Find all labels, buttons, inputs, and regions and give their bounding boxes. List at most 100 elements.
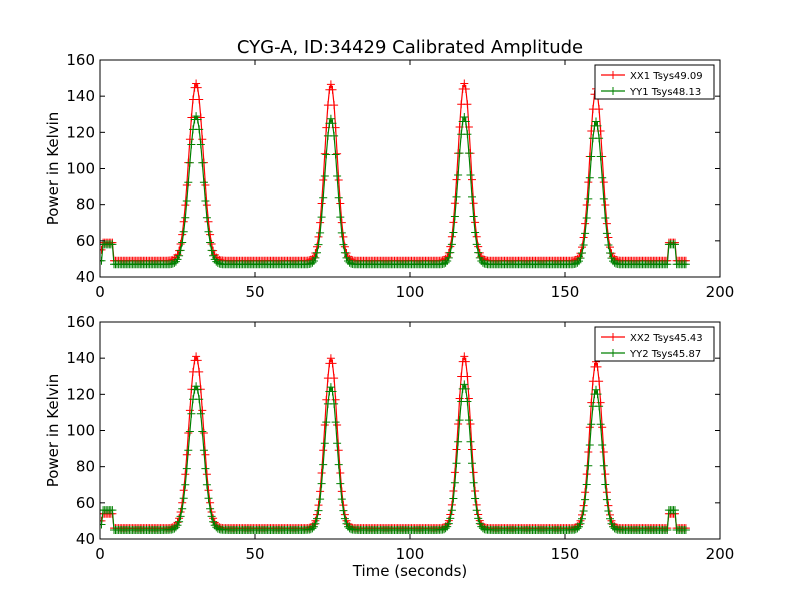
y-tick-label: 140 <box>66 87 95 105</box>
data-point <box>100 245 106 254</box>
data-point <box>201 464 210 473</box>
data-point <box>178 504 187 513</box>
data-point <box>193 83 202 92</box>
data-point <box>602 495 611 504</box>
data-point <box>671 240 679 249</box>
data-point <box>441 524 450 533</box>
data-point <box>334 460 343 469</box>
data-point <box>207 512 216 521</box>
data-point <box>576 519 585 528</box>
data-point <box>317 469 326 477</box>
data-point <box>184 429 193 437</box>
data-point <box>336 213 345 222</box>
data-point <box>598 441 607 449</box>
data-point <box>593 362 602 371</box>
y-tick-label: 120 <box>66 385 95 403</box>
x-tick-label: 200 <box>706 545 735 563</box>
data-point <box>198 406 207 415</box>
data-point <box>179 217 188 226</box>
data-point <box>192 79 201 88</box>
data-point <box>452 459 461 468</box>
data-point <box>333 439 342 448</box>
y-tick-label: 80 <box>76 196 95 214</box>
data-point <box>328 359 337 368</box>
data-point <box>461 117 470 126</box>
data-point <box>447 240 456 249</box>
top-panel: 0 50 100 150 200 40 60 80 100 120 140 160 Power in K… <box>44 51 734 301</box>
data-point <box>468 192 476 201</box>
data-point <box>192 382 201 391</box>
data-point <box>663 526 672 534</box>
data-point <box>187 140 196 149</box>
data-point <box>446 514 455 523</box>
data-point <box>339 240 348 249</box>
data-point <box>599 448 608 456</box>
data-point <box>204 486 213 495</box>
data-point <box>326 383 335 392</box>
data-point <box>322 150 331 159</box>
data-point <box>441 258 450 267</box>
data-point <box>464 149 473 158</box>
data-point <box>100 520 106 529</box>
data-point <box>450 212 459 221</box>
data-point <box>308 258 317 267</box>
data-point <box>444 519 453 528</box>
data-point <box>592 385 600 394</box>
data-point <box>181 213 190 222</box>
data-point <box>330 374 339 383</box>
data-point <box>175 517 184 526</box>
data-point <box>193 385 202 394</box>
data-point <box>314 240 323 249</box>
data-point <box>461 85 470 93</box>
data-point <box>452 192 461 201</box>
data-point <box>319 193 328 202</box>
data-point <box>181 201 190 210</box>
data-point <box>195 395 204 404</box>
data-point <box>209 251 218 260</box>
data-point <box>579 233 588 242</box>
data-point <box>171 523 180 532</box>
data-point <box>606 249 614 257</box>
data-point <box>176 512 185 521</box>
x-tick-label: 100 <box>396 545 425 563</box>
data-point <box>195 367 204 376</box>
data-point <box>337 495 346 504</box>
data-point <box>319 460 328 469</box>
data-point <box>184 446 193 455</box>
data-point <box>461 384 470 393</box>
y-tick-label: 80 <box>76 458 95 476</box>
data-point <box>463 397 472 406</box>
data-point <box>317 479 326 488</box>
data-point <box>463 372 472 381</box>
y-tick-label: 40 <box>76 530 95 548</box>
legend-label: YY1 Tsys48.13 <box>629 87 701 98</box>
data-point <box>573 258 582 267</box>
data-point <box>455 416 464 425</box>
data-point <box>198 158 207 167</box>
data-point <box>328 387 337 396</box>
data-point <box>100 256 106 265</box>
legend-box <box>594 64 715 100</box>
data-point <box>187 409 196 418</box>
data-point <box>319 176 328 184</box>
data-point <box>595 105 604 114</box>
data-point <box>331 418 340 427</box>
data-point <box>469 468 478 477</box>
data-point <box>584 194 593 203</box>
x-tick-label: 150 <box>551 283 580 301</box>
data-point <box>337 228 346 237</box>
data-point <box>584 461 593 470</box>
legend: XX1 Tsys49.09 YY1 Tsys48.13 <box>594 64 715 100</box>
data-point <box>582 480 591 489</box>
data-point <box>468 175 476 184</box>
data-point <box>202 470 211 479</box>
data-point <box>599 194 608 203</box>
data-point <box>202 213 211 222</box>
data-point <box>454 171 463 179</box>
data-point <box>202 201 211 210</box>
data-point <box>578 249 586 257</box>
x-tick-label: 50 <box>245 545 264 563</box>
data-point <box>598 173 607 182</box>
data-point <box>606 514 614 523</box>
y-tick-label: 100 <box>66 422 95 440</box>
